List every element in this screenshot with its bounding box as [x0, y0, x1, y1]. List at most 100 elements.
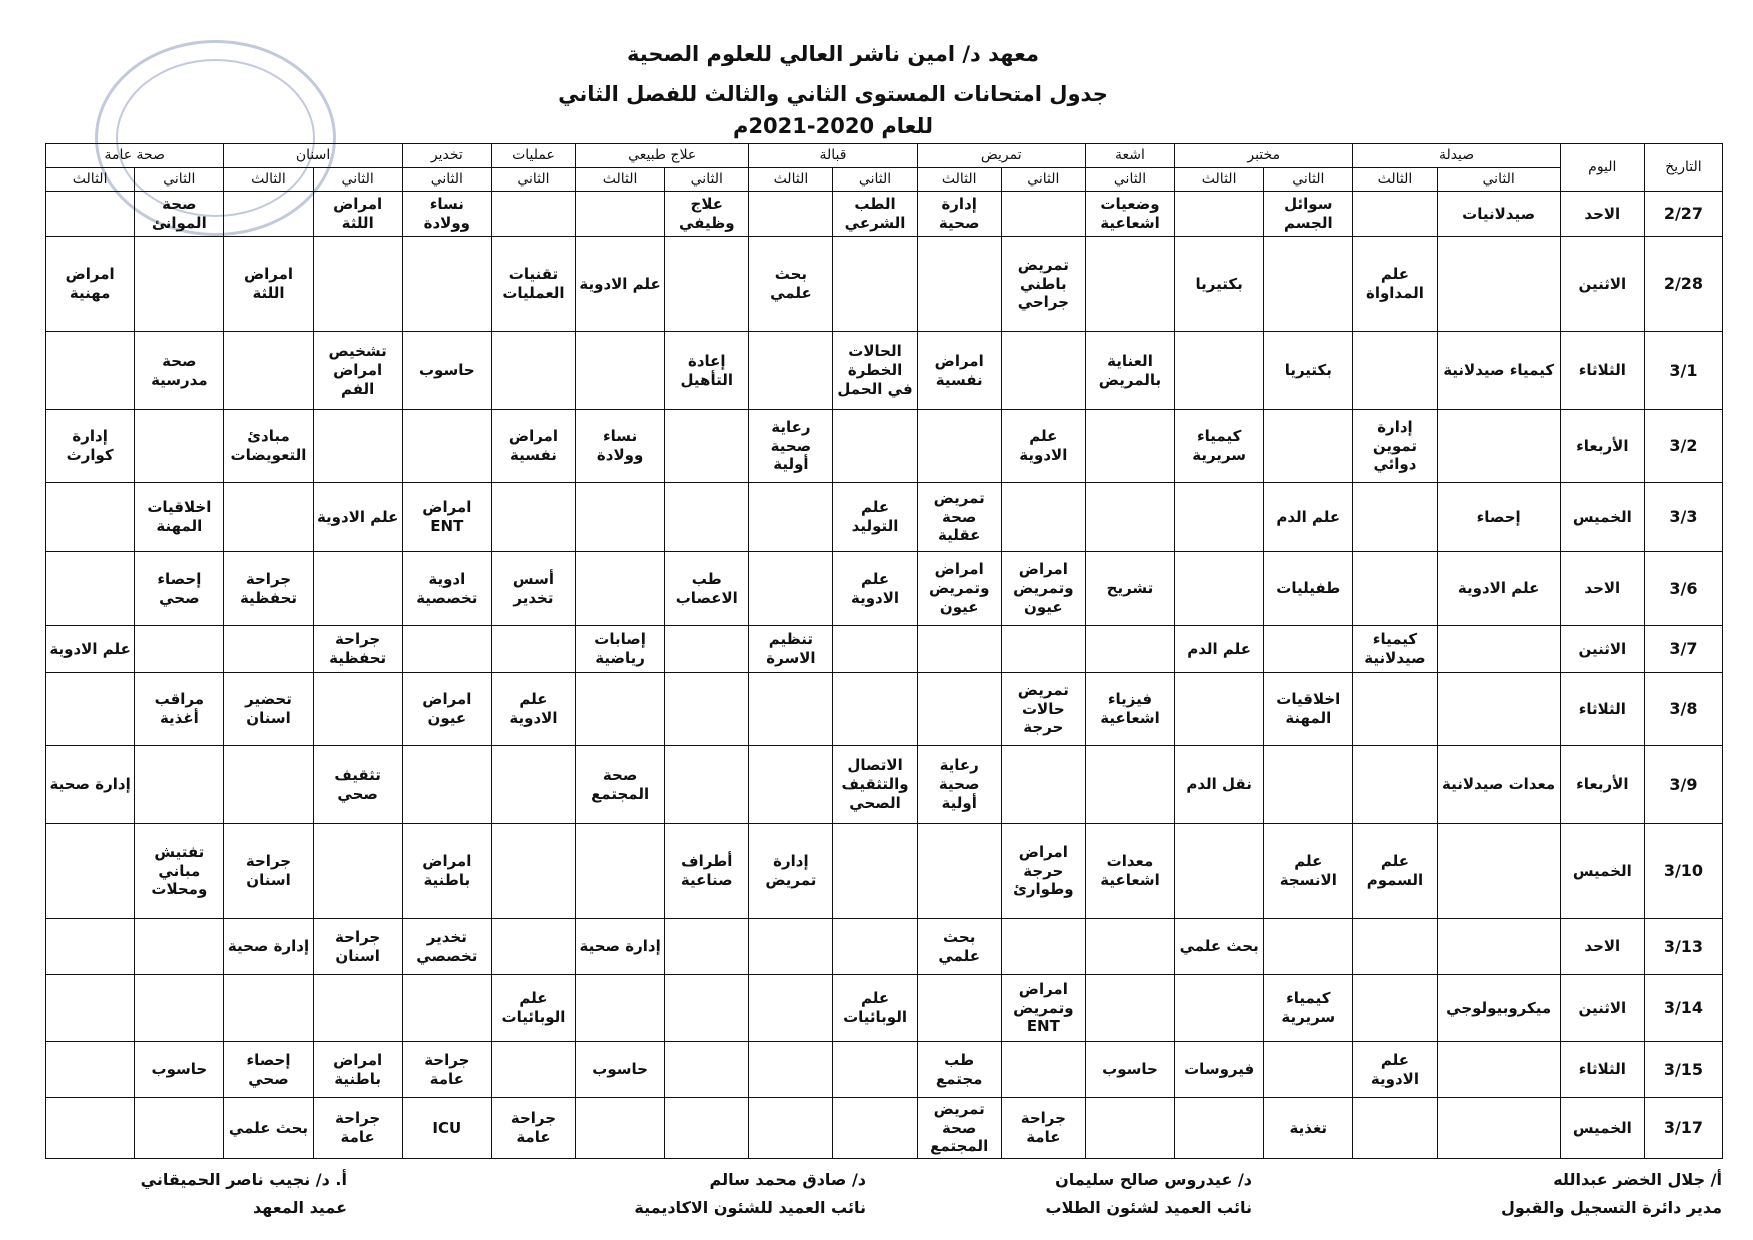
level-header: الثاني [134, 167, 225, 192]
exam-cell: نقل الدم [1174, 745, 1265, 824]
signer-name: أ/ جلال الخضر عبدالله [1553, 1170, 1722, 1189]
exam-cell: حاسوب [134, 1041, 225, 1098]
exam-cell: العناية بالمريض [1084, 331, 1176, 410]
empty-cell [312, 823, 403, 919]
date-cell: 2/28 [1643, 236, 1724, 332]
empty-cell [664, 482, 750, 552]
empty-cell [664, 409, 750, 483]
empty-cell [832, 409, 918, 483]
group-header: قبالة [748, 143, 918, 168]
empty-cell [832, 1041, 918, 1098]
empty-cell [1000, 1041, 1086, 1098]
exam-cell: إصابات رياضية [575, 625, 666, 673]
exam-cell: فيزياء اشعاعية [1084, 672, 1176, 746]
empty-cell [1352, 918, 1438, 975]
level-header: الثالث [44, 167, 136, 192]
empty-cell [1263, 745, 1354, 824]
exam-cell: مبادئ التعويضات [223, 409, 314, 483]
exam-cell: إعادة التأهيل [664, 331, 750, 410]
empty-cell [1174, 191, 1265, 237]
empty-cell [490, 482, 577, 552]
empty-cell [916, 236, 1002, 332]
empty-cell [748, 745, 834, 824]
exam-cell: إدارة تموين دوائي [1352, 409, 1438, 483]
exam-cell: إدارة كوارث [44, 409, 136, 483]
exam-cell: جراحة تحفظية [223, 551, 314, 626]
table-row: 3/8 الثلاثاء اخلاقيات المهنة فيزياء اشعاعية… [44, 672, 1724, 746]
empty-cell [490, 823, 577, 919]
exam-cell: صيدلانيات [1436, 191, 1561, 237]
level-header: الثاني [401, 167, 492, 192]
exam-cell: بحث علمي [223, 1097, 314, 1159]
exam-cell: مراقب أغذية [134, 672, 225, 746]
exam-cell: إدارة صحية [223, 918, 314, 975]
empty-cell [832, 823, 918, 919]
empty-cell [1352, 331, 1438, 410]
empty-cell [1352, 974, 1438, 1042]
signer-title: نائب العميد للشئون الاكاديمية [634, 1198, 866, 1217]
exam-cell: امراض ENT [401, 482, 492, 552]
exam-cell: علم الادوية [1000, 409, 1086, 483]
exam-cell: علم الادوية [490, 672, 577, 746]
empty-cell [1436, 1097, 1561, 1159]
empty-cell [134, 409, 225, 483]
date-cell: 3/1 [1643, 331, 1724, 410]
empty-cell [916, 625, 1002, 673]
date-cell: 3/2 [1643, 409, 1724, 483]
empty-cell [401, 625, 492, 673]
empty-cell [223, 331, 314, 410]
exam-cell: إدارة صحية [44, 745, 136, 824]
empty-cell [748, 974, 834, 1042]
exam-cell: بكتيريا [1174, 236, 1265, 332]
exam-cell: بحث علمي [1174, 918, 1265, 975]
signature: د/ صادق محمد سالم نائب العميد للشئون الاك… [634, 1166, 866, 1222]
empty-cell [44, 974, 136, 1042]
exam-cell: كيمياء صيدلانية [1436, 331, 1561, 410]
empty-cell [401, 974, 492, 1042]
exam-cell: حاسوب [1084, 1041, 1176, 1098]
exam-cell: امراض باطنية [312, 1041, 403, 1098]
empty-cell [916, 974, 1002, 1042]
empty-cell [575, 191, 666, 237]
level-header: الثالث [1174, 167, 1265, 192]
day-cell: الخميس [1559, 1097, 1645, 1159]
exam-cell: تثقيف صحي [312, 745, 403, 824]
empty-cell [134, 918, 225, 975]
date-cell: 3/3 [1643, 482, 1724, 552]
empty-cell [490, 191, 577, 237]
empty-cell [575, 974, 666, 1042]
empty-cell [1084, 1097, 1176, 1159]
empty-cell [664, 745, 750, 824]
level-header: الثاني [312, 167, 403, 192]
empty-cell [1263, 1041, 1354, 1098]
exam-cell: علم الوبائيات [832, 974, 918, 1042]
empty-cell [1000, 918, 1086, 975]
empty-cell [1174, 551, 1265, 626]
table-row: 3/9 الأربعاء معدات صيدلانية نقل الدم رعاية ص… [44, 745, 1724, 824]
empty-cell [1436, 236, 1561, 332]
empty-cell [575, 672, 666, 746]
signer-title: مدير دائرة التسجيل والقبول [1501, 1198, 1722, 1217]
level-header: الثالث [748, 167, 834, 192]
level-header: الثاني [1436, 167, 1561, 192]
empty-cell [134, 1097, 225, 1159]
exam-cell: تمريض باطني جراحي [1000, 236, 1086, 332]
exam-cell: الطب الشرعي [832, 191, 918, 237]
group-header: علاج طبيعي [575, 143, 750, 168]
empty-cell [664, 672, 750, 746]
exam-cell: علم الادوية [1352, 1041, 1438, 1098]
exam-cell: رعاية صحية أولية [748, 409, 834, 483]
empty-cell [1084, 236, 1176, 332]
exam-cell: علم الوبائيات [490, 974, 577, 1042]
empty-cell [44, 1041, 136, 1098]
empty-cell [748, 551, 834, 626]
empty-cell [44, 482, 136, 552]
exam-cell: وضعيات اشعاعية [1084, 191, 1176, 237]
empty-cell [1352, 745, 1438, 824]
empty-cell [832, 1097, 918, 1159]
day-cell: الثلاثاء [1559, 331, 1645, 410]
exam-cell: تخدير تخصصي [401, 918, 492, 975]
empty-cell [401, 409, 492, 483]
